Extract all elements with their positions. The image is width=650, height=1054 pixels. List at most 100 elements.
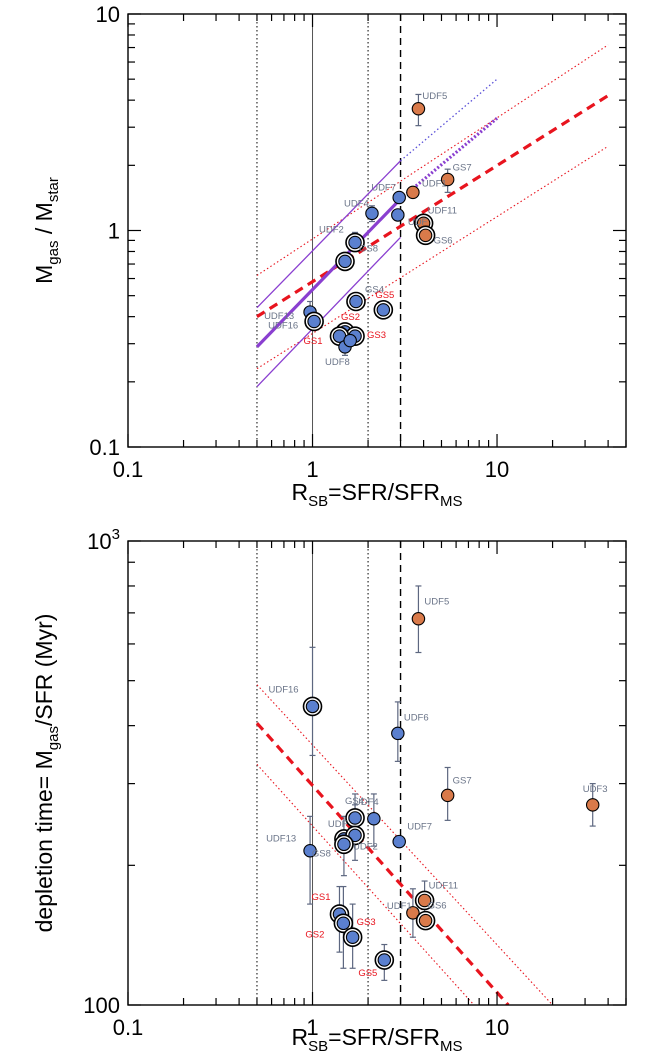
- y-axis-title-sub: gas: [45, 726, 62, 750]
- data-point-udf1: [406, 906, 420, 920]
- point-label: UDF7: [407, 822, 432, 833]
- data-point-udf5: [411, 102, 426, 116]
- point-label: UDF13: [264, 311, 294, 322]
- y-tick-label-base: 10: [87, 529, 111, 554]
- fit-line-purple-thick: [255, 197, 402, 349]
- x-tick-label: 10: [485, 1015, 509, 1040]
- point-label: UDF13: [266, 834, 296, 845]
- fit-line-purple-thin: [256, 236, 402, 388]
- data-point-gs7: [440, 788, 455, 803]
- data-point-udf: [391, 208, 405, 222]
- point-label: GS1: [311, 892, 330, 903]
- fit-line-red-dotted: [256, 684, 553, 1005]
- y-tick-label-base: 1: [108, 219, 120, 244]
- data-point-gs5: [377, 953, 392, 967]
- y-tick-label-exponent: 3: [112, 526, 120, 543]
- y-tick-label: 0.1: [89, 435, 120, 460]
- data-point-udf4: [365, 206, 379, 221]
- data-point-udf16: [305, 699, 320, 714]
- point-label: GS3: [357, 917, 376, 928]
- x-axis-title-sub2: MS: [440, 493, 463, 510]
- data-point-udf1: [406, 185, 420, 200]
- fit-line-red-dotted: [256, 145, 609, 370]
- point-label: GS7: [453, 775, 472, 786]
- data-point-gs8: [337, 837, 351, 852]
- point-label: GS5: [358, 968, 377, 979]
- point-label: UDF5: [424, 597, 449, 608]
- data-point-udf16: [307, 314, 321, 329]
- x-axis-title-sub: SB: [308, 493, 328, 510]
- data-point-gs2: [336, 916, 351, 931]
- data-point-gs5: [376, 303, 391, 317]
- y-tick-label-base: 0.1: [89, 435, 120, 460]
- data-point-udf11: [417, 893, 432, 908]
- point-label: UDF5: [422, 91, 447, 102]
- x-tick-label: 1: [306, 1015, 318, 1040]
- data-point-gs6: [418, 228, 433, 243]
- y-tick-label: 103: [87, 526, 120, 554]
- data-point-gs4: [349, 294, 363, 309]
- point-label: UDF2: [353, 841, 378, 852]
- x-axis-title-sub2: MS: [440, 1038, 463, 1054]
- point-label: UDF4: [354, 797, 379, 808]
- y-axis-title-base: M: [31, 265, 57, 284]
- y-axis-title-sub: gas: [45, 241, 62, 265]
- y-tick-label-base: 100: [83, 993, 120, 1018]
- point-label: UDF16: [269, 684, 299, 695]
- y-axis-title: depletion time= Mgas/SFR (Myr): [31, 614, 62, 933]
- point-label: UDF2: [319, 225, 344, 236]
- point-label: UDF11: [429, 880, 458, 891]
- x-axis-title-mid: =SFR/SFR: [328, 479, 440, 505]
- data-point-gs6: [418, 913, 433, 928]
- y-tick-label-base: 10: [96, 2, 120, 27]
- x-axis-title-base: R: [292, 1024, 309, 1050]
- panel-bottom: UDF5UDF16UDF6GS7UDF3UDF4GS4UDF7UDF13UDFU…: [31, 526, 627, 1054]
- x-tick-label: 0.1: [113, 1015, 144, 1040]
- y-axis-title-mid: / M: [31, 202, 57, 240]
- y-tick-label: 100: [83, 993, 120, 1018]
- point-label: GS4: [345, 796, 364, 807]
- point-label: GS1: [303, 336, 322, 347]
- x-tick-label: 10: [485, 457, 509, 482]
- point-label: UDF1: [387, 901, 412, 912]
- point-label: UDF4: [344, 198, 369, 209]
- point-label: UDF3: [583, 784, 608, 795]
- plot-frame: [127, 13, 627, 448]
- x-axis-title-mid: =SFR/SFR: [328, 1024, 440, 1050]
- point-label: UDF11: [428, 205, 457, 216]
- point-label: GS2: [305, 929, 324, 940]
- data-point-udf13: [303, 843, 317, 858]
- x-axis-title: RSB=SFR/SFRMS: [292, 1024, 463, 1054]
- plot-area: [255, 14, 609, 447]
- data-point-gs8: [338, 254, 352, 269]
- point-label: GS6: [428, 901, 447, 912]
- data-point-gs7: [440, 172, 455, 187]
- data-point-udf2: [348, 828, 362, 843]
- fit-line-purple-dotted-thick: [399, 117, 499, 201]
- plot-frame: [127, 540, 627, 1006]
- fit-line-blue-dotted: [400, 78, 498, 162]
- point-label: UDF1: [422, 178, 447, 189]
- y-axis-title-base: depletion time= M: [31, 750, 57, 932]
- point-label: UDF7: [371, 183, 396, 194]
- point-label: GS7: [453, 163, 472, 174]
- x-axis-title-sub: SB: [308, 1038, 328, 1054]
- point-label: UDF6: [404, 712, 429, 723]
- data-point-udf5: [411, 611, 426, 626]
- point-label: UDF: [408, 217, 428, 228]
- y-tick-label: 1: [108, 219, 120, 244]
- plot-area: [255, 541, 600, 1005]
- y-tick-label: 10: [96, 2, 120, 27]
- point-label: GS8: [312, 848, 331, 859]
- x-tick-label: 1: [306, 457, 318, 482]
- data-point-unlabeled: [343, 333, 357, 348]
- y-axis-title-sub2: star: [45, 177, 62, 202]
- data-point-udf4: [367, 812, 381, 826]
- point-label: GS6: [434, 235, 453, 246]
- data-point-udf2: [348, 235, 362, 250]
- data-point-udf6: [391, 726, 405, 741]
- point-label: GS2: [341, 312, 360, 323]
- data-point-udf3: [585, 798, 600, 812]
